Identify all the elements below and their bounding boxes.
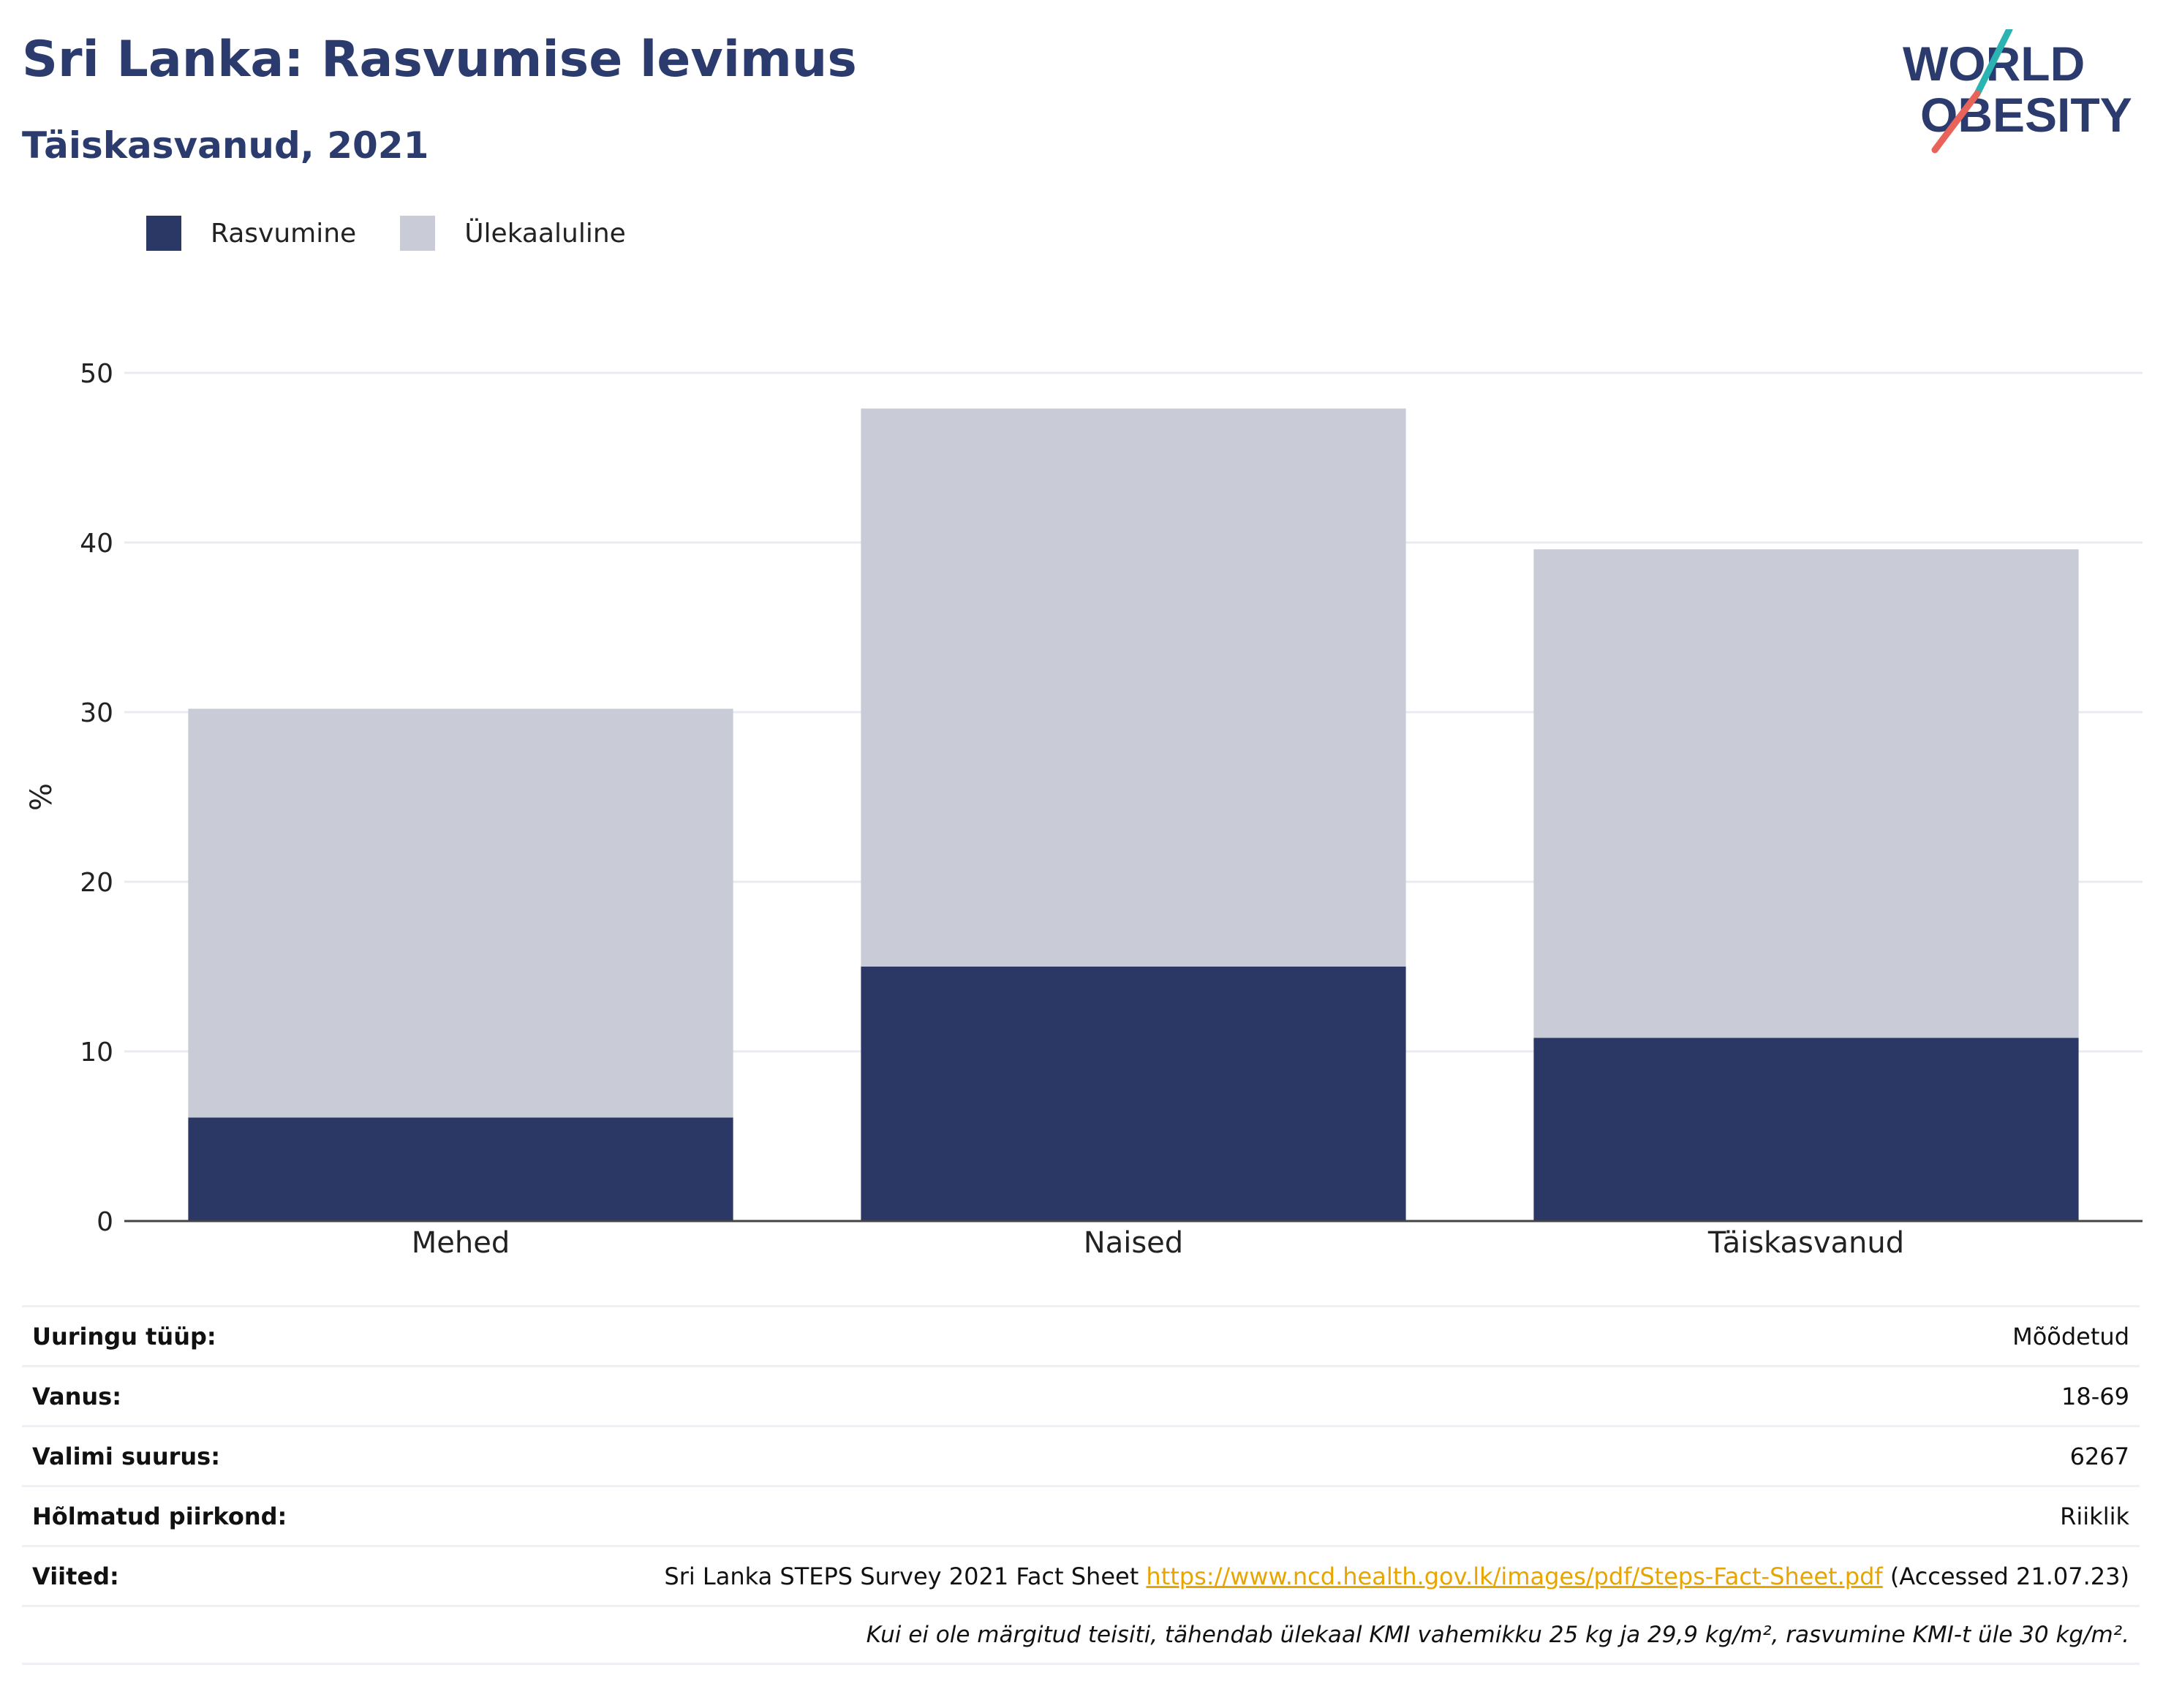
logo-slash-coral xyxy=(1931,90,1981,154)
bar-chart: 0 10 20 30 40 50% Mehed Naised Täiskasvanud xyxy=(25,359,2143,1260)
info-row-references: Viited: Sri Lanka STEPS Survey 2021 Fact… xyxy=(22,1545,2140,1605)
x-tick-label: Mehed xyxy=(412,1226,510,1260)
y-tick-label: 40 xyxy=(80,529,113,559)
sample-size-value: 6267 xyxy=(2069,1442,2129,1470)
legend-label-overweight: Ülekaaluline xyxy=(464,218,626,249)
references-value: Sri Lanka STEPS Survey 2021 Fact Sheet h… xyxy=(664,1562,2129,1590)
age-value: 18-69 xyxy=(2061,1382,2129,1410)
bar-obesity xyxy=(1533,1038,2079,1221)
logo-slash-teal xyxy=(1974,29,2013,97)
y-tick-label: 30 xyxy=(80,698,113,728)
logo-line-2: OBESITY xyxy=(1920,88,2132,142)
region-label: Hõlmatud piirkond: xyxy=(32,1502,287,1530)
y-tick-label: 20 xyxy=(80,868,113,898)
legend-swatch-overweight xyxy=(400,216,436,251)
y-tick-label: 50 xyxy=(80,359,113,389)
legend-swatch-obesity xyxy=(146,216,181,251)
info-row-survey-type: Uuringu tüüp: Mõõdetud xyxy=(22,1305,2140,1365)
survey-info-table: Uuringu tüüp: Mõõdetud Vanus: 18-69 Vali… xyxy=(22,1305,2140,1665)
x-tick-label: Täiskasvanud xyxy=(1707,1226,1904,1260)
survey-type-value: Mõõdetud xyxy=(2012,1322,2129,1350)
info-row-region: Hõlmatud piirkond: Riiklik xyxy=(22,1485,2140,1545)
x-tick-label: Naised xyxy=(1084,1226,1183,1260)
legend-label-obesity: Rasvumine xyxy=(211,218,357,249)
references-link[interactable]: https://www.ncd.health.gov.lk/images/pdf… xyxy=(1146,1562,1883,1590)
info-row-note: Kui ei ole märgitud teisiti, tähendab ül… xyxy=(22,1605,2140,1665)
bar-obesity xyxy=(861,967,1406,1221)
bar-overweight xyxy=(1533,549,2079,1038)
y-axis-title: % xyxy=(25,783,58,811)
world-obesity-logo: WORLD OBESITY xyxy=(1903,29,2132,154)
bar-obesity xyxy=(188,1117,733,1221)
sample-size-label: Valimi suurus: xyxy=(32,1442,221,1470)
references-accessed: (Accessed 21.07.23) xyxy=(1882,1562,2129,1590)
bar-overweight xyxy=(188,708,733,1118)
chart-title: Sri Lanka: Rasvumise levimus xyxy=(22,31,857,88)
y-tick-label: 10 xyxy=(80,1038,113,1068)
references-text: Sri Lanka STEPS Survey 2021 Fact Sheet xyxy=(664,1562,1147,1590)
info-row-sample-size: Valimi suurus: 6267 xyxy=(22,1425,2140,1485)
legend-item-overweight[interactable]: Ülekaaluline xyxy=(400,216,626,251)
chart-legend: Rasvumine Ülekaaluline xyxy=(146,216,670,251)
age-label: Vanus: xyxy=(32,1382,122,1410)
region-value: Riiklik xyxy=(2060,1502,2129,1530)
legend-item-obesity[interactable]: Rasvumine xyxy=(146,216,356,251)
info-row-age: Vanus: 18-69 xyxy=(22,1365,2140,1425)
chart-subtitle: Täiskasvanud, 2021 xyxy=(22,124,429,167)
bar-overweight xyxy=(861,408,1406,967)
definition-note: Kui ei ole märgitud teisiti, tähendab ül… xyxy=(866,1622,2129,1648)
references-label: Viited: xyxy=(32,1562,119,1590)
survey-type-label: Uuringu tüüp: xyxy=(32,1322,216,1350)
y-tick-label: 0 xyxy=(97,1207,113,1237)
